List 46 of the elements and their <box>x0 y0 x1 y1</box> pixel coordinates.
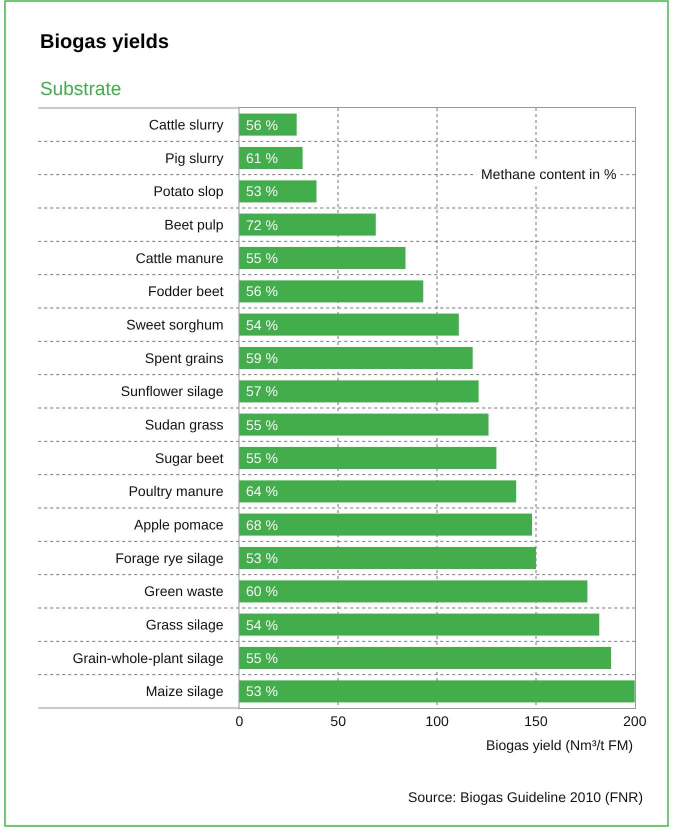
annotation: 54 % <box>246 317 278 333</box>
annotation: 72 % <box>246 217 278 233</box>
annotation: 53 % <box>246 683 278 699</box>
annotation: 55 % <box>246 250 278 266</box>
annotation: 59 % <box>246 350 278 366</box>
source-note: Source: Biogas Guideline 2010 (FNR) <box>408 789 644 805</box>
x-axis-title: Biogas yield (Nm³/t FM) <box>486 737 634 753</box>
annotation: 68 % <box>246 517 278 533</box>
x-tick-label: 100 <box>425 712 449 729</box>
annotation: 53 % <box>246 550 278 566</box>
y-axis-title: Substrate <box>40 79 122 100</box>
x-tick-label: 50 <box>330 712 346 729</box>
annotation: 60 % <box>246 583 278 599</box>
y-tick-label: Cattle manure <box>136 250 224 266</box>
y-tick-label: Fodder beet <box>148 283 224 300</box>
y-tick-label: Spent grains <box>144 350 224 366</box>
annotation: 61 % <box>246 150 278 166</box>
chart-title: Biogas yields <box>40 31 169 53</box>
y-tick-label: Cattle slurry <box>148 116 224 133</box>
annotation: 55 % <box>246 650 278 666</box>
annotation: Methane content in % <box>481 166 616 182</box>
annotation: 56 % <box>246 117 278 133</box>
annotation: 57 % <box>246 383 278 399</box>
y-tick-label: Maize silage <box>146 683 224 700</box>
y-tick-label: Grain-whole-plant silage <box>72 650 224 666</box>
y-tick-label: Green waste <box>144 583 224 600</box>
y-tick-label: Sudan grass <box>144 416 224 433</box>
y-tick-label: Sugar beet <box>155 450 224 466</box>
y-tick-label: Grass silage <box>146 616 224 633</box>
y-tick-label: Potato slop <box>153 183 224 200</box>
y-tick-label: Sweet sorghum <box>126 316 224 333</box>
annotation: 54 % <box>246 617 278 633</box>
annotation: 64 % <box>246 483 278 499</box>
annotation: 55 % <box>246 417 278 433</box>
y-tick-label: Forage rye silage <box>115 550 224 566</box>
y-tick-label: Poultry manure <box>128 483 224 500</box>
y-tick-label: Pig slurry <box>165 150 224 166</box>
x-tick-label: 200 <box>623 712 647 729</box>
x-tick-label: 150 <box>524 712 548 729</box>
x-tick-label: 0 <box>235 712 244 729</box>
annotation: 55 % <box>246 450 278 466</box>
y-tick-label: Sunflower silage <box>120 383 224 400</box>
annotation: 56 % <box>246 283 278 299</box>
annotation: 53 % <box>246 183 278 199</box>
y-tick-label: Beet pulp <box>164 216 224 233</box>
y-tick-label: Apple pomace <box>134 516 224 533</box>
